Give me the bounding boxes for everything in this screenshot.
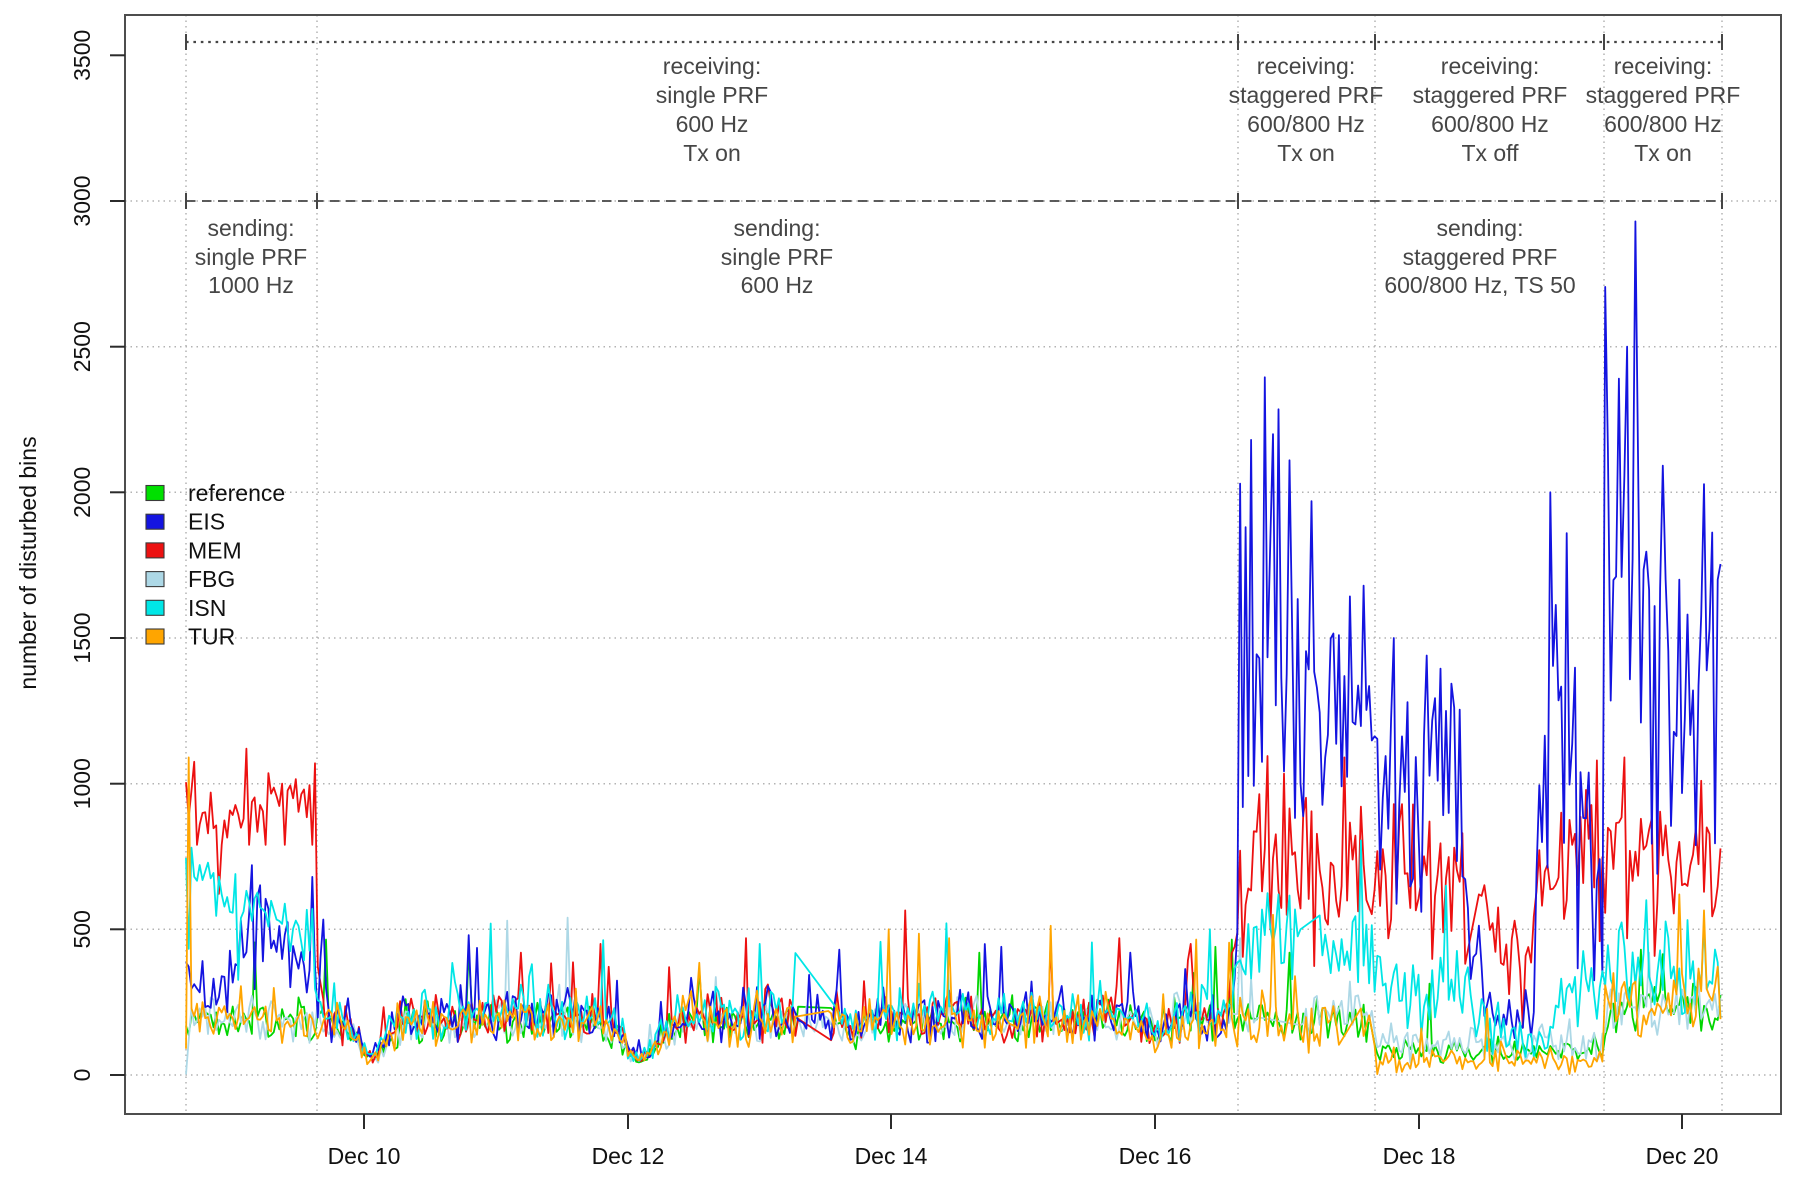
- svg-text:500: 500: [69, 910, 95, 948]
- svg-text:single PRF: single PRF: [656, 82, 768, 108]
- svg-text:sending:: sending:: [734, 215, 821, 241]
- svg-text:ISN: ISN: [188, 595, 226, 621]
- svg-text:receiving:: receiving:: [1614, 53, 1712, 79]
- svg-text:Dec 16: Dec 16: [1119, 1143, 1192, 1169]
- svg-text:Dec 10: Dec 10: [328, 1143, 401, 1169]
- svg-text:600/800 Hz: 600/800 Hz: [1247, 111, 1365, 137]
- svg-text:staggered PRF: staggered PRF: [1413, 82, 1568, 108]
- svg-text:Dec 20: Dec 20: [1646, 1143, 1719, 1169]
- svg-text:reference: reference: [188, 480, 285, 506]
- svg-text:staggered PRF: staggered PRF: [1586, 82, 1741, 108]
- svg-text:3500: 3500: [69, 30, 95, 81]
- svg-text:receiving:: receiving:: [1441, 53, 1539, 79]
- svg-text:single PRF: single PRF: [195, 244, 307, 270]
- svg-text:600/800 Hz: 600/800 Hz: [1604, 111, 1722, 137]
- svg-text:single PRF: single PRF: [721, 244, 833, 270]
- svg-text:Tx on: Tx on: [683, 140, 741, 166]
- svg-text:Tx off: Tx off: [1461, 140, 1519, 166]
- svg-text:Tx on: Tx on: [1277, 140, 1335, 166]
- svg-text:2500: 2500: [69, 321, 95, 372]
- svg-text:Dec 14: Dec 14: [855, 1143, 928, 1169]
- svg-text:2000: 2000: [69, 467, 95, 518]
- svg-text:3000: 3000: [69, 175, 95, 226]
- svg-text:FBG: FBG: [188, 566, 235, 592]
- svg-text:receiving:: receiving:: [663, 53, 761, 79]
- svg-text:1500: 1500: [69, 612, 95, 663]
- svg-text:staggered PRF: staggered PRF: [1403, 244, 1558, 270]
- svg-text:1000: 1000: [69, 758, 95, 809]
- svg-text:600 Hz: 600 Hz: [676, 111, 749, 137]
- svg-text:number of disturbed bins: number of disturbed bins: [15, 436, 41, 689]
- svg-text:Dec 12: Dec 12: [592, 1143, 665, 1169]
- svg-text:600/800 Hz: 600/800 Hz: [1431, 111, 1549, 137]
- svg-text:Dec 18: Dec 18: [1383, 1143, 1456, 1169]
- svg-text:Tx on: Tx on: [1634, 140, 1692, 166]
- svg-text:0: 0: [69, 1069, 95, 1082]
- svg-text:EIS: EIS: [188, 509, 225, 535]
- svg-text:600 Hz: 600 Hz: [741, 272, 814, 298]
- svg-text:sending:: sending:: [1437, 215, 1524, 241]
- svg-text:staggered PRF: staggered PRF: [1229, 82, 1384, 108]
- svg-text:600/800 Hz, TS 50: 600/800 Hz, TS 50: [1384, 272, 1575, 298]
- svg-text:MEM: MEM: [188, 537, 242, 563]
- svg-text:1000 Hz: 1000 Hz: [208, 272, 294, 298]
- svg-text:receiving:: receiving:: [1257, 53, 1355, 79]
- svg-text:sending:: sending:: [208, 215, 295, 241]
- svg-text:TUR: TUR: [188, 624, 235, 650]
